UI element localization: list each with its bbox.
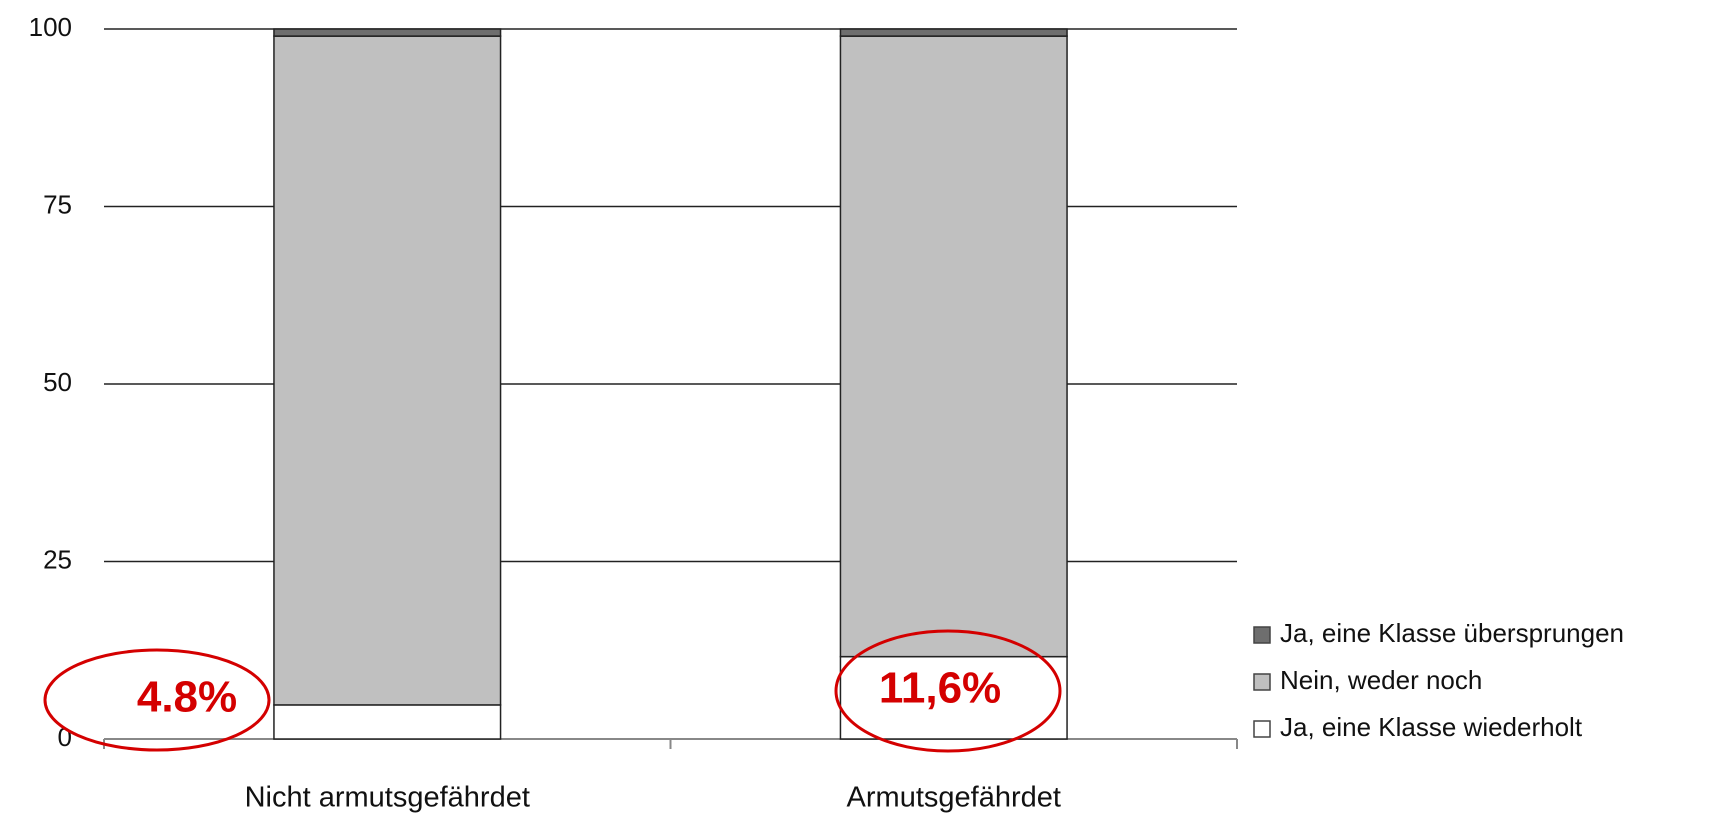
y-tick-label: 25 <box>43 544 72 574</box>
value-label: 4.8% <box>137 673 237 722</box>
bar-segment <box>273 35 502 706</box>
x-tick-label: Nicht armutsgefährdet <box>245 782 530 814</box>
legend-label: Ja, eine Klasse wiederholt <box>1280 712 1583 742</box>
legend-swatch <box>1253 720 1271 738</box>
legend-label: Ja, eine Klasse übersprungen <box>1280 618 1624 648</box>
y-tick-label: 75 <box>43 189 72 219</box>
legend-label: Nein, weder noch <box>1280 665 1482 695</box>
bar-segment <box>273 704 502 740</box>
annotation-circle <box>834 629 1062 753</box>
x-tick-label: Armutsgefährdet <box>847 782 1061 814</box>
y-tick-label: 50 <box>43 367 72 397</box>
value-label: 11,6% <box>879 664 1001 713</box>
legend-swatch <box>1253 673 1271 691</box>
bar-segment <box>273 28 502 37</box>
legend-swatch <box>1253 626 1271 644</box>
y-tick-label: 100 <box>29 12 72 42</box>
bar-segment <box>839 28 1068 37</box>
bar-segment <box>839 35 1068 658</box>
annotation-circle <box>43 648 271 752</box>
